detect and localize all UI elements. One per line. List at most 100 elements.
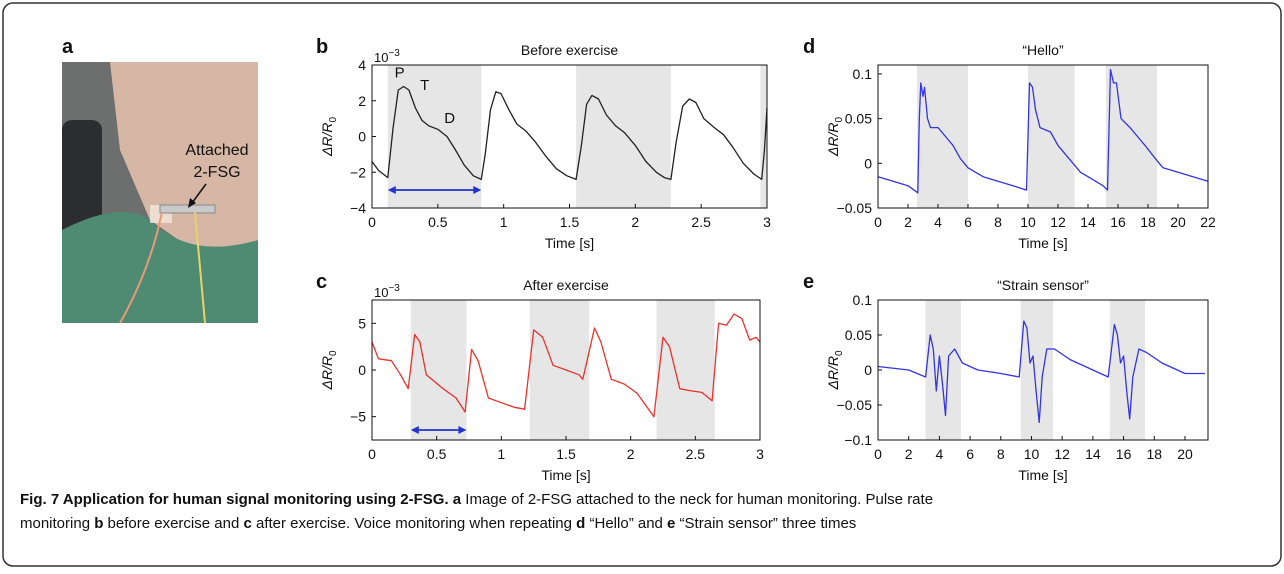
y-multiplier: 10−3: [374, 48, 400, 65]
x-tick-label: 2: [627, 446, 635, 462]
x-axis-label: Time [s]: [541, 467, 590, 483]
arrowhead: [410, 426, 419, 434]
x-tick-label: 1: [497, 446, 505, 462]
y-tick-label: 0: [358, 129, 366, 145]
y-label-text: ΔR/R: [319, 356, 335, 391]
x-tick-label: 16: [1116, 446, 1132, 462]
shaded-region: [760, 65, 767, 208]
shaded-region: [1109, 300, 1146, 440]
y-label-subscript: 0: [834, 117, 845, 123]
period-arrow: [410, 426, 467, 434]
y-tick-label: 0.05: [845, 111, 872, 127]
y-multiplier: 10−3: [374, 283, 400, 300]
plot-frame: [877, 64, 1209, 209]
caption-run: e: [667, 515, 675, 532]
x-tick-label: 8: [997, 446, 1005, 462]
photo-arrow: [191, 183, 207, 204]
x-tick-label: 0: [368, 446, 376, 462]
y-axis-label: ΔR/R0: [825, 117, 845, 158]
plot-frame: [877, 299, 1209, 441]
panel-label: d: [803, 36, 815, 58]
y-tick-label: 0.1: [853, 292, 873, 308]
data-line: [877, 68, 1209, 194]
multiplier-base: 10: [374, 285, 388, 300]
x-tick-label: 12: [1054, 446, 1070, 462]
y-tick-label: 0: [864, 155, 872, 171]
x-tick-label: 0.5: [427, 446, 447, 462]
wire: [119, 211, 163, 324]
x-tick-label: 8: [994, 214, 1002, 230]
caption-run: d: [576, 515, 585, 532]
y-label-text: ΔR/R: [825, 356, 841, 391]
x-tick-label: 2: [905, 446, 913, 462]
x-tick-label: 0.5: [428, 214, 448, 230]
x-tick-label: 2: [631, 214, 639, 230]
annotation: P: [395, 65, 405, 82]
x-tick-label: 1.5: [560, 214, 580, 230]
plot-frame: [371, 299, 761, 441]
multiplier-exponent: −3: [388, 283, 400, 294]
wire: [194, 211, 206, 324]
chart-title: Before exercise: [521, 42, 618, 58]
y-tick-label: 0.1: [853, 66, 873, 82]
x-tick-label: 0: [874, 214, 882, 230]
caption-run: monitoring: [20, 515, 94, 532]
x-axis-label: Time [s]: [1018, 467, 1067, 483]
photo: Attached 2-FSG: [62, 62, 258, 324]
y-label-subscript: 0: [328, 350, 339, 356]
shaded-region: [576, 65, 671, 208]
arrowhead: [387, 186, 396, 194]
x-tick-label: 2.5: [691, 214, 711, 230]
y-axis-label: ΔR/R0: [825, 350, 845, 391]
caption-line: Fig. 7 Application for human signal moni…: [20, 491, 933, 508]
data-line: [371, 85, 768, 181]
caption-run: c: [243, 515, 251, 532]
x-tick-label: 4: [935, 446, 943, 462]
caption-run: Image of 2-FSG attached to the neck for …: [461, 491, 933, 508]
y-tick-label: 4: [358, 57, 366, 73]
x-tick-label: 18: [1140, 214, 1156, 230]
annotation: D: [444, 110, 455, 127]
x-tick-label: 6: [966, 446, 974, 462]
panel-label: b: [316, 36, 328, 58]
arrowhead: [473, 186, 482, 194]
x-tick-label: 1.5: [556, 446, 576, 462]
y-tick-label: −0.05: [837, 397, 873, 413]
photo-label: 2-FSG: [193, 164, 240, 181]
y-tick-label: 0: [864, 362, 872, 378]
panel-label: a: [62, 36, 74, 58]
x-tick-label: 14: [1080, 214, 1096, 230]
x-tick-label: 3: [756, 446, 764, 462]
caption-run: Fig. 7 Application for human signal moni…: [20, 491, 453, 508]
y-tick-label: 0: [358, 362, 366, 378]
caption-run: before exercise and: [103, 515, 243, 532]
x-tick-label: 0: [874, 446, 882, 462]
x-tick-label: 20: [1170, 214, 1186, 230]
x-tick-label: 0: [368, 214, 376, 230]
y-tick-label: −4: [350, 200, 366, 216]
x-tick-label: 2.5: [686, 446, 706, 462]
chart-title: After exercise: [523, 277, 609, 293]
x-tick-label: 6: [964, 214, 972, 230]
x-tick-label: 18: [1146, 446, 1162, 462]
x-tick-label: 10: [1024, 446, 1040, 462]
plot-frame: [371, 64, 768, 209]
y-tick-label: −2: [350, 164, 366, 180]
multiplier-base: 10: [374, 50, 388, 65]
shaded-region: [410, 300, 467, 440]
neck: [110, 62, 258, 255]
y-label-subscript: 0: [328, 117, 339, 123]
y-tick-label: 2: [358, 93, 366, 109]
x-tick-label: 22: [1200, 214, 1216, 230]
sensor: [159, 204, 216, 214]
chart-title: “Strain sensor”: [997, 277, 1089, 293]
x-tick-label: 4: [934, 214, 942, 230]
shaded-region: [1028, 65, 1075, 208]
shaded-region: [1106, 65, 1157, 208]
y-axis-label: ΔR/R0: [319, 350, 339, 391]
shaded-region: [656, 300, 715, 440]
panel-label: e: [803, 271, 814, 293]
photo-label: Attached: [185, 142, 248, 159]
shaded-region: [925, 300, 961, 440]
